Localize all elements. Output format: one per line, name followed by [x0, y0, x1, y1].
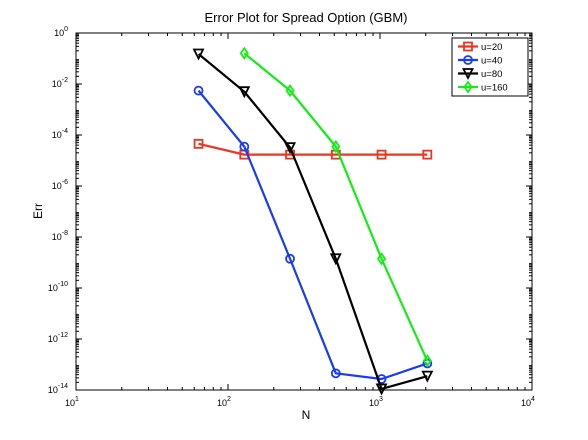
data-point [376, 149, 387, 160]
y-tick-exponent: -10 [58, 281, 68, 288]
x-tick-base: 10 [65, 398, 75, 408]
legend: u=20 u=40 u=80 u=160 [451, 37, 529, 97]
data-point [376, 252, 387, 266]
y-tick-label: 10-6 [52, 179, 68, 191]
data-point [284, 142, 297, 155]
y-tick-label: 10-4 [52, 128, 68, 140]
y-tick-base: 10 [48, 385, 58, 395]
y-tick-base: 10 [52, 232, 62, 242]
series-u-160 [239, 46, 432, 368]
legend-marker [463, 80, 473, 94]
y-tick-base: 10 [48, 283, 58, 293]
y-tick-exponent: -14 [58, 383, 68, 390]
legend-marker [462, 68, 474, 81]
series-line [197, 53, 428, 391]
x-tick-label: 103 [369, 396, 383, 408]
legend-label: u=80 [481, 69, 502, 80]
x-tick-exponent: 1 [75, 396, 79, 403]
y-tick-exponent: -6 [62, 179, 68, 186]
data-point [193, 138, 204, 149]
legend-label: u=160 [481, 83, 508, 94]
data-point [239, 46, 249, 60]
legend-marker [463, 55, 473, 65]
y-tick-label: 10-12 [48, 332, 68, 344]
chart-title: Error Plot for Spread Option (GBM) [204, 10, 407, 25]
y-tick-base: 10 [48, 334, 58, 344]
x-tick-label: 101 [65, 396, 79, 408]
y-tick-label: 10-8 [52, 230, 68, 242]
data-point [422, 354, 432, 368]
series-line [197, 89, 428, 381]
x-tick-base: 10 [217, 398, 227, 408]
legend-label: u=20 [481, 42, 502, 53]
x-tick-label: 104 [521, 396, 535, 408]
x-axis: 101 102 103 104 [65, 33, 535, 408]
x-axis-label: N [302, 408, 311, 422]
y-tick-base: 10 [54, 28, 64, 38]
y-tick-base: 10 [52, 130, 62, 140]
y-tick-base: 10 [52, 79, 62, 89]
x-tick-exponent: 3 [379, 396, 383, 403]
y-tick-base: 10 [52, 181, 62, 191]
legend-entry: u=40 [458, 55, 502, 67]
data-point [421, 370, 434, 383]
y-tick-label: 100 [54, 26, 68, 38]
legend-entry: u=80 [458, 68, 502, 81]
data-point [239, 141, 250, 152]
legend-entry: u=160 [458, 80, 508, 94]
data-point [422, 149, 433, 160]
data-point [192, 48, 205, 61]
data-point [375, 383, 388, 396]
y-tick-exponent: -4 [62, 128, 68, 135]
legend-entry: u=20 [458, 41, 502, 53]
data-point [285, 253, 295, 264]
data-point [285, 84, 295, 98]
y-tick-exponent: -12 [58, 332, 68, 339]
y-tick-label: 10-2 [52, 77, 68, 89]
series-u-80 [192, 48, 434, 396]
plot-area [75, 32, 533, 391]
series-layer [192, 46, 434, 396]
data-point [329, 253, 342, 266]
series-line [243, 52, 429, 362]
x-tick-base: 10 [521, 398, 531, 408]
data-point [330, 368, 341, 379]
series-u-40 [193, 85, 433, 384]
x-tick-exponent: 2 [227, 396, 231, 403]
legend-marker [463, 41, 473, 52]
data-point [331, 140, 341, 154]
data-point [238, 86, 251, 99]
x-tick-exponent: 4 [531, 396, 535, 403]
data-point [193, 85, 204, 96]
x-tick-base: 10 [369, 398, 379, 408]
y-tick-exponent: -2 [62, 77, 68, 84]
legend-label: u=40 [481, 56, 502, 67]
y-tick-label: 10-10 [48, 281, 68, 293]
series-line [198, 142, 428, 156]
y-tick-exponent: 0 [64, 26, 68, 33]
y-tick-label: 10-14 [48, 383, 68, 395]
y-tick-exponent: -8 [62, 230, 68, 237]
y-axis-label: Err [31, 203, 45, 219]
x-tick-label: 102 [217, 396, 231, 408]
